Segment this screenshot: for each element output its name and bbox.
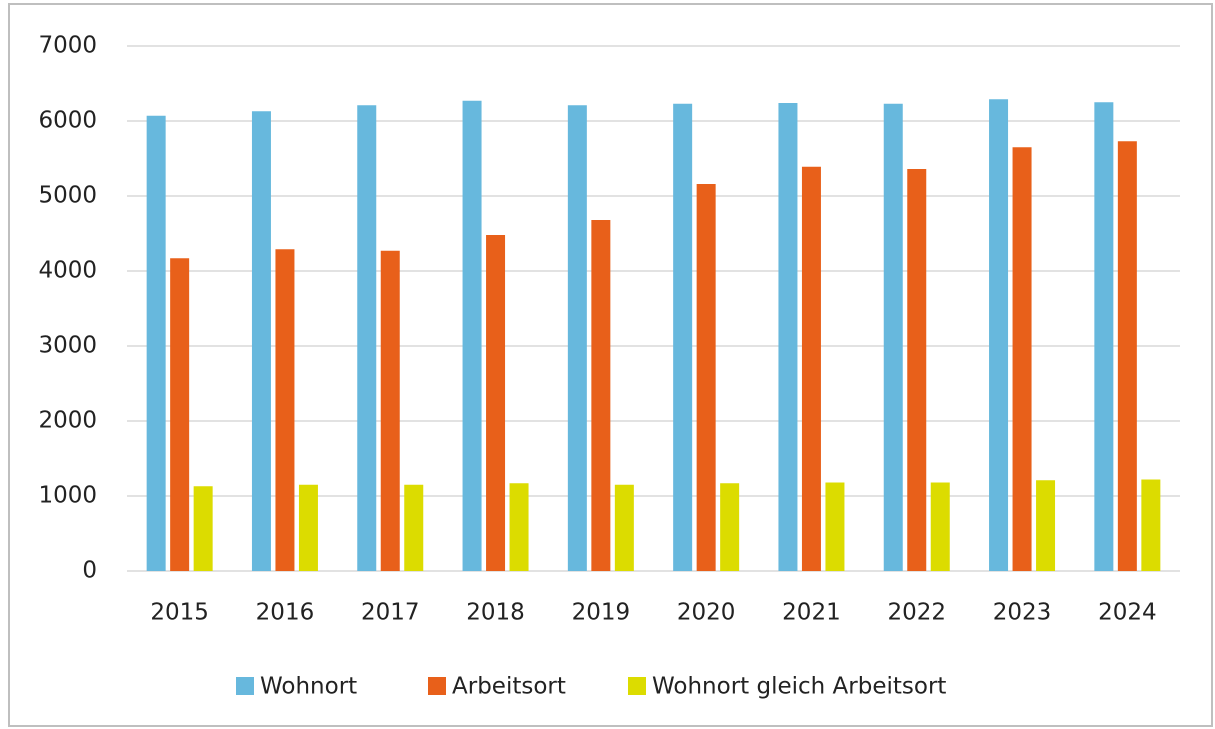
bar bbox=[989, 99, 1009, 571]
legend-swatch bbox=[628, 677, 646, 695]
x-tick-label: 2018 bbox=[466, 600, 525, 626]
bar bbox=[275, 249, 295, 571]
bar bbox=[696, 184, 716, 571]
bar bbox=[380, 250, 400, 571]
bar bbox=[673, 103, 693, 571]
bar bbox=[486, 235, 506, 571]
x-tick-label: 2021 bbox=[782, 600, 841, 626]
bar bbox=[778, 103, 798, 571]
x-tick-label: 2024 bbox=[1098, 600, 1157, 626]
bar bbox=[404, 484, 424, 571]
x-tick-label: 2020 bbox=[677, 600, 736, 626]
bar bbox=[567, 105, 587, 571]
bar bbox=[1094, 102, 1114, 571]
bar bbox=[1141, 479, 1161, 571]
bar bbox=[907, 169, 927, 571]
bar bbox=[591, 220, 611, 571]
bar bbox=[614, 484, 634, 571]
bar bbox=[357, 105, 377, 571]
frame bbox=[8, 3, 1213, 727]
legend-label: Wohnort gleich Arbeitsort bbox=[652, 674, 946, 700]
legend-swatch bbox=[428, 677, 446, 695]
bar bbox=[801, 166, 821, 571]
bar bbox=[1012, 147, 1032, 571]
bar bbox=[509, 483, 529, 571]
bar bbox=[251, 111, 271, 571]
y-tick-label: 2000 bbox=[38, 408, 97, 434]
bar bbox=[146, 115, 166, 571]
bar bbox=[462, 100, 482, 571]
y-tick-label: 6000 bbox=[38, 108, 97, 134]
bar bbox=[1036, 480, 1056, 571]
x-tick-label: 2023 bbox=[993, 600, 1052, 626]
legend-label: Wohnort bbox=[260, 674, 357, 700]
bar bbox=[193, 486, 213, 571]
bar bbox=[298, 484, 318, 571]
bar bbox=[1117, 141, 1137, 571]
bar bbox=[825, 482, 845, 571]
legend-swatch bbox=[236, 677, 254, 695]
y-tick-label: 4000 bbox=[38, 258, 97, 284]
x-tick-label: 2019 bbox=[572, 600, 631, 626]
bar bbox=[930, 482, 950, 571]
y-tick-label: 0 bbox=[82, 558, 97, 584]
y-tick-label: 3000 bbox=[38, 333, 97, 359]
y-tick-label: 7000 bbox=[38, 33, 97, 59]
x-tick-label: 2016 bbox=[256, 600, 315, 626]
x-tick-label: 2017 bbox=[361, 600, 420, 626]
x-tick-label: 2015 bbox=[150, 600, 209, 626]
x-tick-label: 2022 bbox=[887, 600, 946, 626]
bar bbox=[170, 258, 190, 571]
y-tick-label: 5000 bbox=[38, 183, 97, 209]
bar bbox=[720, 483, 740, 571]
y-tick-label: 1000 bbox=[38, 483, 97, 509]
bar bbox=[883, 103, 903, 571]
legend-label: Arbeitsort bbox=[452, 674, 566, 700]
